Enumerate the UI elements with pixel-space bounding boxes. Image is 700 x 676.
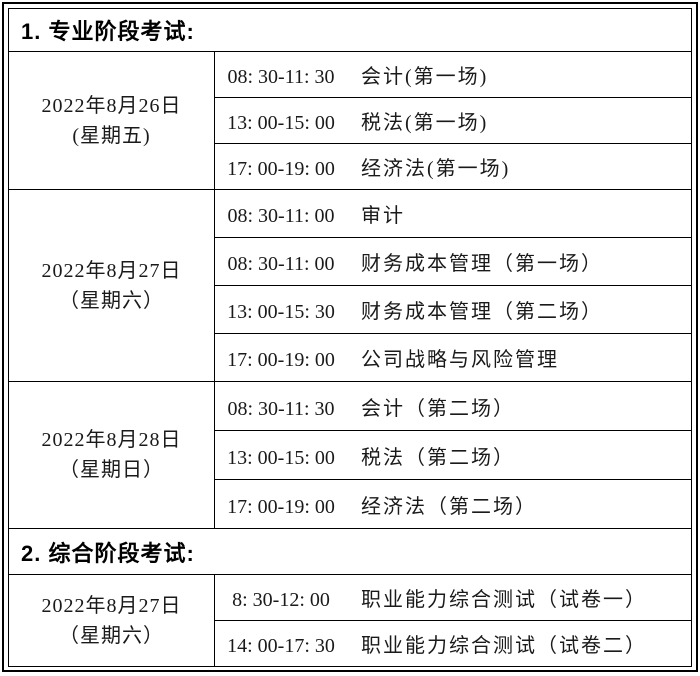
date-cell-aug28: 2022年8月28日 （星期日） <box>8 381 215 529</box>
session-subject: 税法（第二场） <box>361 446 515 469</box>
section-2-header-row: 2. 综合阶段考试: <box>8 528 692 575</box>
section-1-header-row: 1. 专业阶段考试: <box>8 8 692 52</box>
session-time: 08: 30-11: 30 <box>227 397 335 420</box>
session-cell: 17: 00-19: 00 经济法(第一场) <box>214 143 692 190</box>
session-time: 08: 30-11: 00 <box>227 253 335 275</box>
session-time: 8: 30-12: 00 <box>232 589 330 611</box>
table-row: 2022年8月27日 （星期六） 08: 30-11: 00 审计 <box>8 189 692 382</box>
session-time: 08: 30-11: 30 <box>227 66 335 88</box>
session-cell: 13: 00-15: 30 财务成本管理（第二场） <box>214 285 692 334</box>
exam-schedule-table: 1. 专业阶段考试: 2022年8月26日 (星期五) 08: 30-11: 3… <box>8 8 692 667</box>
session-subject: 经济法（第二场） <box>361 495 537 518</box>
date-line: 2022年8月28日 <box>41 429 182 451</box>
session-cell: 8: 30-12: 00 职业能力综合测试（试卷一） <box>214 574 692 621</box>
table-row: 17: 00-19: 00 公司战略与风险管理 <box>9 333 692 382</box>
session-subject: 财务成本管理（第一场） <box>361 253 603 275</box>
date-cell-aug26: 2022年8月26日 (星期五) <box>8 51 215 190</box>
session-subject: 会计(第一场) <box>361 66 489 88</box>
session-subject: 税法(第一场) <box>361 112 489 134</box>
session-subject: 会计（第二场） <box>361 397 515 420</box>
session-cell: 14: 00-17: 30 职业能力综合测试（试卷二） <box>214 620 692 667</box>
session-time: 13: 00-15: 00 <box>227 112 335 134</box>
session-cell: 13: 00-15: 00 税法（第二场） <box>214 430 692 480</box>
session-cell: 08: 30-11: 30 会计（第二场） <box>214 381 692 431</box>
table-row: 2022年8月26日 (星期五) 08: 30-11: 30 会计(第一场) <box>8 51 692 190</box>
table-row: 2022年8月28日 （星期日） 08: 30-11: 30 会计（第二场） <box>8 381 692 529</box>
session-subject: 审计 <box>361 205 405 227</box>
table-row: 2022年8月27日 （星期六） 8: 30-12: 00 职业能力综合测试（试卷… <box>8 574 692 667</box>
session-cell: 08: 30-11: 30 会计(第一场) <box>214 51 692 98</box>
section-1-title: 1. 专业阶段考试: <box>8 8 692 52</box>
session-time: 13: 00-15: 00 <box>227 446 335 469</box>
weekday-line: (星期五) <box>72 124 151 147</box>
session-subject: 财务成本管理（第二场） <box>361 301 603 323</box>
table-row: 14: 00-17: 30 职业能力综合测试（试卷二） <box>9 620 692 667</box>
table-row: 13: 00-15: 30 财务成本管理（第二场） <box>9 285 692 334</box>
session-cell: 08: 30-11: 00 财务成本管理（第一场） <box>214 237 692 286</box>
session-time: 14: 00-17: 30 <box>227 635 335 657</box>
weekday-line: （星期日） <box>59 459 164 481</box>
session-subject: 公司战略与风险管理 <box>361 349 559 371</box>
date-line: 2022年8月26日 <box>41 94 182 117</box>
session-subject: 职业能力综合测试（试卷一） <box>361 589 647 611</box>
table-row: 08: 30-11: 00 财务成本管理（第一场） <box>9 237 692 286</box>
date-cell-aug27: 2022年8月27日 （星期六） <box>8 189 215 382</box>
session-time: 13: 00-15: 30 <box>227 301 335 323</box>
session-time: 17: 00-19: 00 <box>227 495 335 518</box>
session-subject: 经济法(第一场) <box>361 158 511 180</box>
section-2-title: 2. 综合阶段考试: <box>8 528 692 575</box>
session-cell: 17: 00-19: 00 公司战略与风险管理 <box>214 333 692 382</box>
weekday-line: （星期六） <box>59 624 164 647</box>
session-cell: 08: 30-11: 00 审计 <box>214 189 692 238</box>
session-subject: 职业能力综合测试（试卷二） <box>361 635 647 657</box>
table-row: 13: 00-15: 00 税法（第二场） <box>9 430 692 480</box>
session-cell: 17: 00-19: 00 经济法（第二场） <box>214 479 692 529</box>
date-line: 2022年8月27日 <box>41 594 182 617</box>
weekday-line: （星期六） <box>59 289 164 312</box>
session-time: 17: 00-19: 00 <box>227 349 335 371</box>
date-cell-aug27-comprehensive: 2022年8月27日 （星期六） <box>8 574 215 667</box>
session-time: 17: 00-19: 00 <box>227 158 335 180</box>
date-line: 2022年8月27日 <box>41 259 182 282</box>
table-row: 17: 00-19: 00 经济法(第一场) <box>9 143 692 190</box>
session-cell: 13: 00-15: 00 税法(第一场) <box>214 97 692 144</box>
session-time: 08: 30-11: 00 <box>227 205 335 227</box>
table-row: 13: 00-15: 00 税法(第一场) <box>9 97 692 144</box>
